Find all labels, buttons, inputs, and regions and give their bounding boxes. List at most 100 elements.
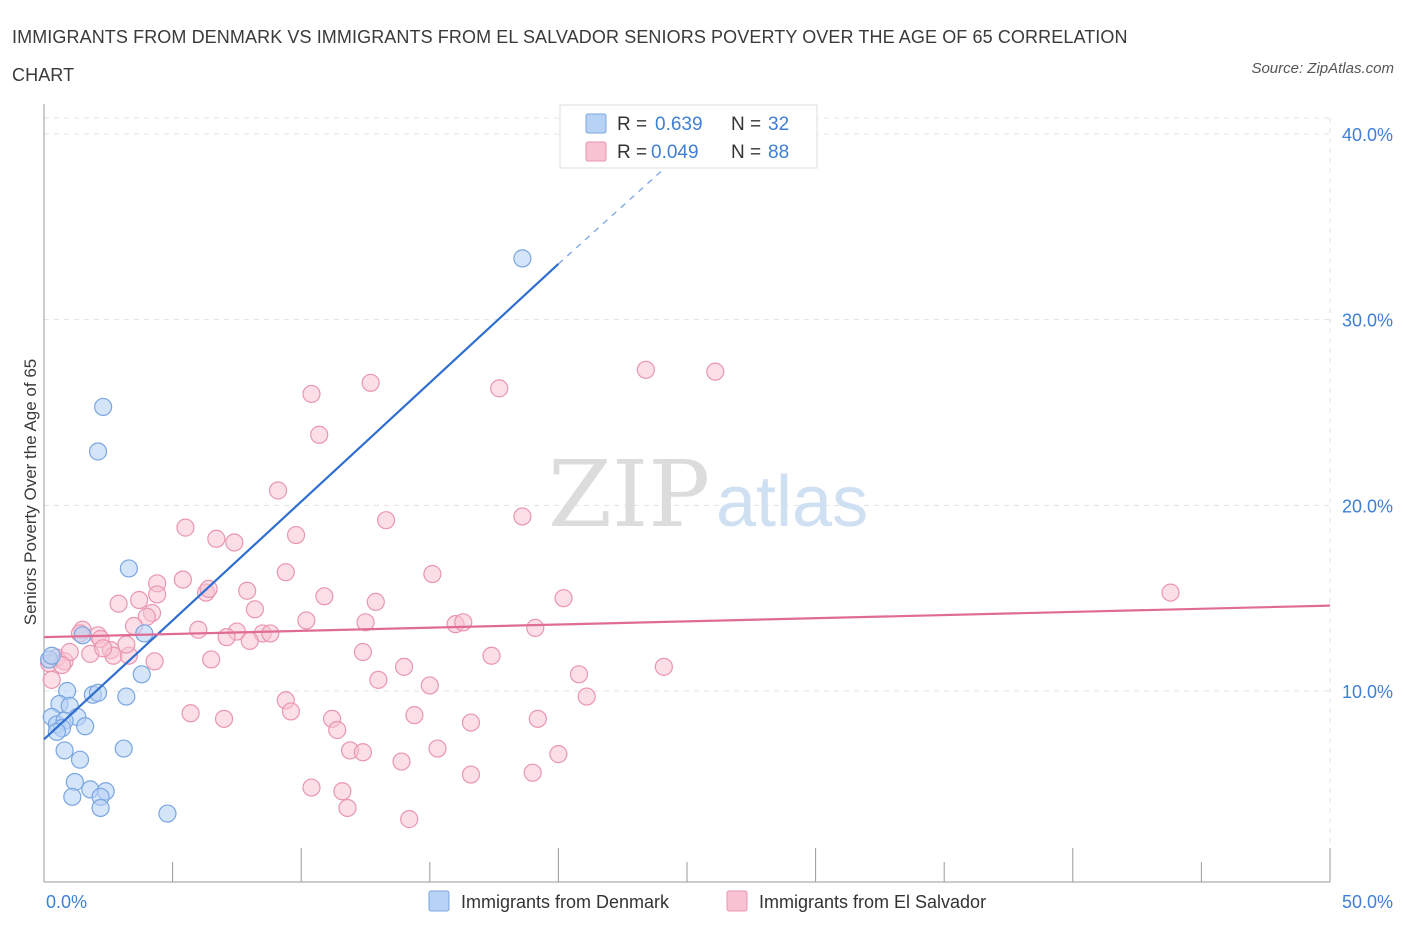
elsalvador-point (1161, 583, 1180, 602)
elsalvador-point (181, 704, 200, 723)
elsalvador-point (176, 518, 195, 537)
elsalvador-point (302, 384, 321, 404)
legend-denmark-n: 32 (768, 114, 789, 135)
bottom-legend-elsalvador-label: Immigrants from El Salvador (759, 892, 986, 912)
elsalvador-point (513, 507, 532, 526)
elsalvador-point (526, 618, 545, 637)
x-tick-label: 0.0% (46, 892, 87, 912)
legend-denmark-r: 0.639 (655, 114, 703, 135)
elsalvador-point (654, 657, 673, 676)
x-tick-label: 50.0% (1342, 892, 1393, 912)
denmark-point (65, 772, 84, 792)
elsalvador-point (523, 763, 542, 782)
denmark-point (91, 798, 110, 818)
elsalvador-point (361, 373, 380, 392)
y-tick-label: 30.0% (1342, 311, 1393, 331)
elsalvador-point (225, 533, 244, 552)
elsalvador-point (189, 620, 208, 639)
y-tick-label: 40.0% (1342, 125, 1393, 145)
elsalvador-point (240, 631, 259, 650)
elsalvador-point (117, 635, 136, 654)
elsalvador-point (394, 657, 414, 676)
elsalvador-point (217, 628, 236, 647)
elsalvador-point (94, 639, 113, 658)
elsalvador-point (428, 739, 447, 758)
denmark-point (94, 397, 113, 417)
elsalvador-point (42, 670, 61, 689)
elsalvador-point (706, 362, 725, 381)
denmark-point (88, 442, 108, 461)
denmark-point (158, 804, 177, 823)
elsalvador-point (482, 646, 501, 665)
elsalvador-point (202, 650, 221, 669)
watermark: ZIP atlas (548, 441, 868, 548)
denmark-points (40, 249, 532, 823)
elsalvador-point (554, 589, 573, 608)
elsalvador-point (261, 624, 280, 643)
elsalvador-point (353, 743, 373, 762)
elsalvador-point (392, 752, 411, 771)
elsalvador-point (356, 613, 375, 632)
denmark-point (63, 787, 82, 806)
elsalvador-point (461, 765, 481, 784)
denmark-point (76, 717, 95, 736)
denmark-point (135, 624, 154, 643)
legend-n-label: N = (731, 142, 761, 163)
elsalvador-point (207, 529, 226, 548)
elsalvador-point (423, 564, 442, 584)
elsalvador-point (268, 481, 288, 500)
elsalvador-trendline (43, 604, 1331, 639)
elsalvador-point (549, 745, 568, 764)
elsalvador-point (328, 720, 347, 740)
denmark-point (88, 683, 108, 702)
legend-elsalvador-r: 0.049 (651, 142, 699, 163)
denmark-trendline-extension (557, 170, 662, 265)
elsalvador-point (454, 613, 473, 632)
watermark-atlas: atlas (716, 462, 868, 542)
elsalvador-point (302, 778, 321, 797)
elsalvador-point (145, 652, 164, 671)
elsalvador-point (338, 798, 357, 818)
denmark-point (42, 646, 61, 665)
elsalvador-point (333, 782, 352, 801)
bottom-legend-denmark-label: Immigrants from Denmark (461, 892, 670, 912)
elsalvador-point (528, 709, 547, 728)
elsalvador-point (245, 600, 265, 619)
watermark-zip: ZIP (548, 441, 710, 548)
denmark-point (132, 665, 151, 684)
elsalvador-point (310, 425, 329, 444)
denmark-trendline (43, 263, 560, 741)
bottom-legend-elsalvador-swatch (726, 890, 748, 912)
elsalvador-point (636, 360, 655, 379)
elsalvador-point (376, 511, 396, 530)
elsalvador-point (461, 713, 481, 732)
elsalvador-point (405, 706, 424, 725)
legend-r-label: R = (617, 114, 647, 135)
elsalvador-point (400, 810, 419, 829)
elsalvador-point (276, 563, 295, 582)
legend-denmark-swatch (585, 113, 607, 134)
y-tick-label: 10.0% (1342, 682, 1393, 702)
elsalvador-point (173, 570, 192, 589)
elsalvador-point (353, 642, 373, 662)
y-tick-labels: 10.0% 20.0% 30.0% 40.0% (1342, 125, 1393, 702)
legend-elsalvador-n: 88 (768, 142, 789, 163)
elsalvador-point (366, 592, 385, 611)
legend-n-label: N = (731, 114, 761, 135)
elsalvador-point (281, 702, 301, 721)
elsalvador-point (238, 581, 257, 600)
elsalvador-point (148, 585, 167, 604)
elsalvador-points (40, 360, 1180, 829)
elsalvador-point (420, 676, 439, 695)
trendlines (43, 170, 1331, 741)
elsalvador-point (286, 525, 306, 545)
legend-r-label: R = (617, 142, 647, 163)
elsalvador-point (490, 379, 509, 398)
elsalvador-point (369, 670, 388, 689)
bottom-legend: Immigrants from Denmark Immigrants from … (428, 890, 986, 912)
elsalvador-point (130, 590, 149, 610)
y-tick-label: 20.0% (1342, 496, 1393, 516)
legend: R = 0.639 N = 32 R = 0.049 N = 88 (559, 104, 818, 169)
denmark-point (114, 739, 133, 758)
